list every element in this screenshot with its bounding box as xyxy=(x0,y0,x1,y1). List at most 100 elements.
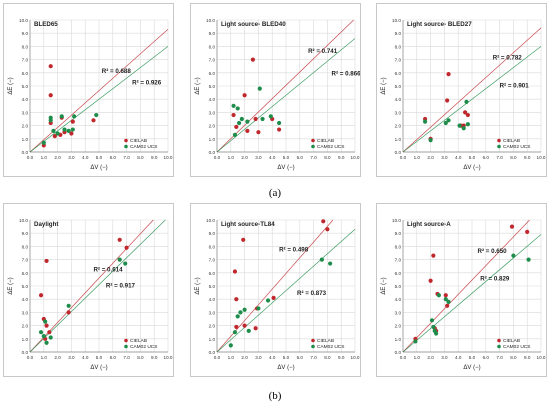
x-tick-label: 5.0 xyxy=(96,355,103,360)
x-tick-label: 5.0 xyxy=(283,355,290,360)
y-tick-label: 6.0 xyxy=(395,71,402,76)
cielab-point xyxy=(525,229,530,234)
cielab-point xyxy=(509,224,515,229)
cam02-point xyxy=(457,123,462,128)
x-tick-label: 8.0 xyxy=(324,155,331,160)
x-tick-label: 0.0 xyxy=(214,155,221,160)
cielab-point xyxy=(271,295,276,300)
x-tick-label: 9.0 xyxy=(524,155,531,160)
cam02-point xyxy=(246,328,251,333)
cam02-point xyxy=(231,103,236,108)
y-tick-label: 6.0 xyxy=(209,71,216,76)
x-tick-label: 6.0 xyxy=(110,155,117,160)
cielab-point xyxy=(66,310,71,315)
chart-panel-daylight: 0.0 1.0 2.0 3.0 4.0 5.0 6.0 7.0 8.0 9.0 10.0 0.0 1.0… xyxy=(3,203,174,377)
scatter-chart: 0.0 1.0 2.0 3.0 4.0 5.0 6.0 7.0 8.0 9.0 10.0 0.0 1.0… xyxy=(381,18,546,171)
x-tick-label: 2.0 xyxy=(241,355,248,360)
r-squared-label: R² = 0.650 xyxy=(478,248,508,255)
scatter-chart: 0.0 1.0 2.0 3.0 4.0 5.0 6.0 7.0 8.0 9.0 10.0 0.0 1.0… xyxy=(381,218,546,371)
y-tick-label: 8.0 xyxy=(22,244,29,249)
y-tick-label: 8.0 xyxy=(395,44,402,49)
x-tick-label: 4.0 xyxy=(455,155,462,160)
y-tick-label: 5.0 xyxy=(395,84,402,89)
y-tick-label: 1.0 xyxy=(395,337,402,342)
y-tick-label: 5.0 xyxy=(395,284,402,289)
x-tick-label: 0.0 xyxy=(400,355,407,360)
y-tick-label: 9.0 xyxy=(209,31,216,36)
x-tick-label: 8.0 xyxy=(137,155,144,160)
y-tick-label: 9.0 xyxy=(209,231,216,236)
y-tick-label: 5.0 xyxy=(209,284,216,289)
cam02-point xyxy=(235,106,240,111)
x-tick-label: 6.0 xyxy=(110,355,117,360)
cielab-point xyxy=(431,253,436,258)
y-tick-label: 1.0 xyxy=(395,137,402,142)
cam02-point xyxy=(239,116,244,122)
cam02-point xyxy=(277,120,282,126)
cielab-point xyxy=(234,297,239,302)
y-tick-label: 8.0 xyxy=(22,44,29,49)
x-tick-label: 7.0 xyxy=(123,355,130,360)
x-tick-label: 0.0 xyxy=(214,355,221,360)
cam02-point xyxy=(238,310,243,315)
x-tick-label: 3.0 xyxy=(441,355,448,360)
cam02-point xyxy=(41,334,46,339)
x-tick-label: 10.0 xyxy=(164,355,173,360)
r-squared-label: R² = 0.873 xyxy=(297,290,327,297)
cam02-point xyxy=(55,131,60,136)
legend-label: CAM02 UCS xyxy=(130,344,157,350)
cam02-point xyxy=(268,114,273,119)
x-tick-label: 3.0 xyxy=(255,355,262,360)
y-tick-label: 4.0 xyxy=(395,297,402,302)
x-tick-label: 8.0 xyxy=(510,355,517,360)
y-tick-label: 6.0 xyxy=(22,71,29,76)
chart-title: Light source-TL84 xyxy=(221,221,275,228)
y-axis-label: ΔE (−) xyxy=(195,277,201,294)
cam02-trendline xyxy=(402,46,542,153)
y-tick-label: 6.0 xyxy=(395,271,402,276)
x-tick-label: 3.0 xyxy=(68,155,75,160)
x-tick-label: 7.0 xyxy=(496,155,503,160)
x-axis-label: ΔV (−) xyxy=(463,365,480,371)
cielab-point xyxy=(428,278,433,283)
y-tick-label: 2.0 xyxy=(395,324,402,329)
subfigure-label-a: (a) xyxy=(268,187,282,199)
legend-label: CAM02 UCS xyxy=(503,344,530,350)
cam02-point xyxy=(461,126,466,131)
cam02-point xyxy=(526,257,531,262)
y-tick-label: 0.0 xyxy=(22,350,29,355)
x-tick-label: 7.0 xyxy=(123,155,130,160)
y-tick-label: 6.0 xyxy=(209,271,216,276)
cielab-point xyxy=(325,227,330,232)
y-tick-label: 8.0 xyxy=(209,44,216,49)
cam02-point xyxy=(431,324,436,330)
x-tick-label: 5.0 xyxy=(469,355,476,360)
y-tick-label: 8.0 xyxy=(395,244,402,249)
x-tick-label: 9.0 xyxy=(151,155,158,160)
y-tick-label: 1.0 xyxy=(209,137,216,142)
y-tick-label: 7.0 xyxy=(209,58,216,63)
r-squared-label: R² = 0.688 xyxy=(102,68,132,75)
x-tick-label: 7.0 xyxy=(310,355,317,360)
y-tick-label: 9.0 xyxy=(395,231,402,236)
y-axis-label: ΔE (−) xyxy=(195,77,201,94)
cam02-point xyxy=(446,299,451,304)
cielab-point xyxy=(253,116,258,122)
cam02-point xyxy=(235,314,240,319)
r-squared-label: R² = 0.782 xyxy=(493,55,523,62)
r-squared-label: R² = 0.498 xyxy=(279,247,309,254)
x-tick-label: 4.0 xyxy=(82,155,89,160)
legend-label: CIELAB xyxy=(503,338,520,344)
cielab-trendline xyxy=(216,19,354,153)
y-tick-label: 2.0 xyxy=(209,124,216,129)
x-tick-label: 10.0 xyxy=(351,155,360,160)
cam02-point xyxy=(436,293,441,298)
legend-marker xyxy=(124,138,128,143)
legend-label: CIELAB xyxy=(130,338,147,344)
cam02-point xyxy=(511,253,516,258)
cam02-point xyxy=(443,120,448,126)
legend-label: CAM02 UCS xyxy=(317,344,344,350)
y-tick-label: 2.0 xyxy=(22,124,29,129)
cam02-point xyxy=(422,119,428,124)
x-tick-label: 4.0 xyxy=(269,355,276,360)
